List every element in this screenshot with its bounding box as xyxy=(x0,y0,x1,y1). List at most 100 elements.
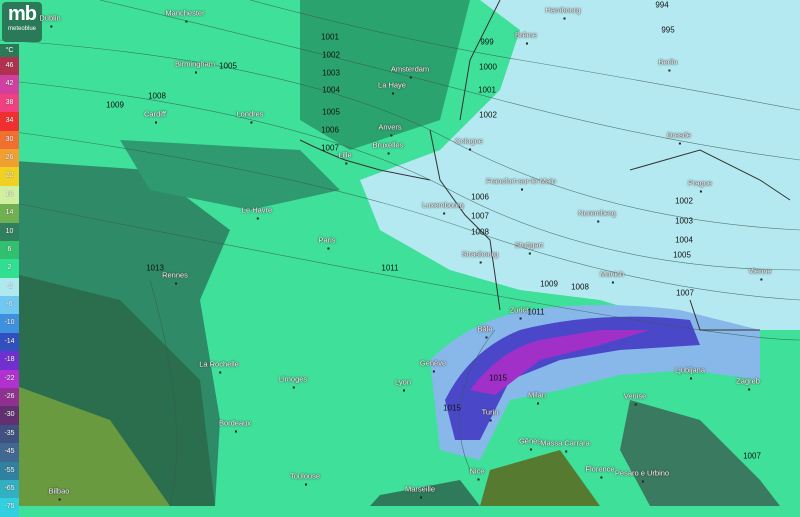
city-label[interactable]: Marseille xyxy=(404,484,436,499)
logo-name: meteoblue xyxy=(7,26,37,32)
city-label[interactable]: Londres xyxy=(236,109,264,124)
city-label[interactable]: Amsterdam xyxy=(390,64,430,79)
legend-entry: -45 xyxy=(0,443,19,462)
alps-peaks xyxy=(470,330,650,395)
city-label[interactable]: Cologne xyxy=(455,136,483,151)
city-label[interactable]: Brême xyxy=(514,30,538,45)
city-label[interactable]: Berlin xyxy=(658,57,678,72)
isobar-label: 1011 xyxy=(527,307,545,317)
meteoblue-logo[interactable]: mb meteoblue xyxy=(2,2,42,42)
city-label[interactable]: Birmingham xyxy=(174,59,216,74)
isobar-lines xyxy=(0,0,800,506)
isobar-label: 1015 xyxy=(489,373,507,383)
legend-entry: -6 xyxy=(0,296,19,315)
isobar-label: 1001 xyxy=(321,32,339,42)
legend-entry: 2 xyxy=(0,259,19,278)
isobar-label: 1000 xyxy=(479,62,497,72)
city-label[interactable]: Prague xyxy=(687,178,713,193)
city-label[interactable]: Genève xyxy=(419,358,447,373)
city-label[interactable]: Milan xyxy=(528,390,546,405)
isobar-label: 1007 xyxy=(321,143,339,153)
legend-entry: -18 xyxy=(0,351,19,370)
city-label[interactable]: Lille xyxy=(338,150,352,165)
city-label[interactable]: La Haye xyxy=(378,80,406,95)
legend-entry: -10 xyxy=(0,314,19,333)
city-label[interactable]: Zagreb xyxy=(736,376,760,391)
city-label[interactable]: Dublin xyxy=(39,13,61,28)
legend-entry: -30 xyxy=(0,406,19,425)
city-label[interactable]: Bruxelles xyxy=(372,140,404,155)
weather-map[interactable] xyxy=(0,0,800,506)
legend-entry: -65 xyxy=(0,479,19,499)
city-label[interactable]: Rennes xyxy=(162,270,188,285)
city-label[interactable]: Pesaro e Urbino xyxy=(614,468,670,483)
legend-entry: 6 xyxy=(0,240,19,260)
city-label[interactable]: Vienne xyxy=(748,266,772,281)
city-label[interactable]: La Rochelle xyxy=(199,359,239,374)
city-label[interactable]: Cardiff xyxy=(144,109,166,124)
isobar-label: 994 xyxy=(655,0,669,10)
isobar-label: 1006 xyxy=(321,125,339,135)
legend-entry: 18 xyxy=(0,185,19,205)
cold-region xyxy=(360,0,800,330)
legend-entry: 22 xyxy=(0,167,19,186)
city-label[interactable]: Ljubljana xyxy=(674,365,706,380)
north-sea xyxy=(300,0,470,150)
legend-unit: °C xyxy=(0,44,19,57)
legend-entry: 34 xyxy=(0,112,19,131)
city-label[interactable]: Luxembourg xyxy=(422,200,464,215)
isobar-label: 1002 xyxy=(675,196,693,206)
legend-entry: 46 xyxy=(0,57,19,76)
city-label[interactable]: Lyon xyxy=(395,377,411,392)
legend-entry: 26 xyxy=(0,148,19,168)
city-label[interactable]: Francfort-sur-le-Main xyxy=(485,176,557,191)
city-label[interactable]: Le Havre xyxy=(241,205,273,220)
isobar-label: 1009 xyxy=(106,100,124,110)
isobar-label: 1008 xyxy=(471,227,489,237)
city-label[interactable]: Paris xyxy=(318,235,336,250)
city-label[interactable]: Massa Carrara xyxy=(540,438,590,453)
legend-entry: 10 xyxy=(0,222,19,241)
city-label[interactable]: Gênes xyxy=(518,436,542,451)
legend-entry: 30 xyxy=(0,130,19,149)
isobar-label: 1013 xyxy=(146,263,164,273)
city-label[interactable]: Bilbao xyxy=(48,486,70,501)
isobar-label: 1009 xyxy=(540,279,558,289)
isobar-label: 1007 xyxy=(743,451,761,461)
isobar-label: 1015 xyxy=(443,403,461,413)
legend-entry: -14 xyxy=(0,332,19,352)
city-label[interactable]: Stuttgart xyxy=(514,240,544,255)
city-label[interactable]: Bordeaux xyxy=(218,418,252,433)
isobar-label: 1002 xyxy=(479,110,497,120)
isobar-label: 1004 xyxy=(675,235,693,245)
legend-entry: -55 xyxy=(0,461,19,480)
city-label[interactable]: Hambourg xyxy=(545,5,581,20)
country-borders xyxy=(299,0,791,331)
isobar-label: 1007 xyxy=(676,288,694,298)
city-label[interactable]: Toulouse xyxy=(289,471,321,486)
isobar-label: 1005 xyxy=(219,61,237,71)
city-label[interactable]: Turin xyxy=(481,407,499,422)
city-label[interactable]: Florence xyxy=(585,464,615,479)
ligurian-sea xyxy=(480,450,600,506)
isobar-label: 1002 xyxy=(322,50,340,60)
city-label[interactable]: Munich xyxy=(599,269,625,284)
legend-entry: -2 xyxy=(0,277,19,297)
mediterranean-sea xyxy=(370,480,480,506)
isobar-label: 1006 xyxy=(471,192,489,202)
city-label[interactable]: Limoges xyxy=(278,374,308,389)
isobar-label: 1008 xyxy=(148,91,166,101)
isobar-label: 1011 xyxy=(381,263,399,273)
city-label[interactable]: Strasbourg xyxy=(461,249,499,264)
city-label[interactable]: Manchester xyxy=(165,8,205,23)
city-label[interactable]: Bâle xyxy=(477,324,493,339)
city-label[interactable]: Dresde xyxy=(666,130,692,145)
legend-entry: 38 xyxy=(0,93,19,113)
city-label[interactable]: Nice xyxy=(469,466,485,481)
city-label[interactable]: Anvers xyxy=(378,122,402,137)
isobar-label: 1003 xyxy=(675,216,693,226)
city-label[interactable]: Venise xyxy=(623,391,647,406)
city-label[interactable]: Zurich xyxy=(509,305,531,320)
isobar-label: 1004 xyxy=(322,85,340,95)
city-label[interactable]: Nuremberg xyxy=(578,208,616,223)
